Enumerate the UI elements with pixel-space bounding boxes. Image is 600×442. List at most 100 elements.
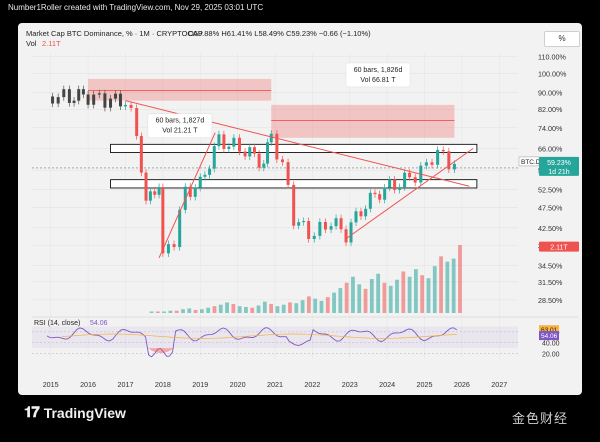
x-tick-label: 2023	[342, 380, 358, 389]
candle-body	[408, 172, 412, 178]
volume-bar	[413, 269, 418, 313]
x-tick-label: 2021	[267, 380, 283, 389]
annotation-text: 60 bars, 1,826d	[354, 67, 403, 74]
rsi-tag-label: 54.06	[541, 333, 558, 340]
percent-scale-button[interactable]: %	[544, 31, 580, 47]
rsi-level-label: 20.00	[542, 352, 560, 359]
candle-body	[148, 191, 152, 201]
volume-bar	[338, 288, 343, 313]
candle-body	[198, 176, 202, 188]
y-tick-label: 31.50%	[538, 278, 563, 287]
volume-title: Vol	[26, 39, 37, 48]
candle-body	[113, 93, 117, 99]
volume-bar	[162, 311, 167, 313]
chart-svg[interactable]: Market Cap BTC Dominance, % · 1M · CRYPT…	[18, 23, 582, 395]
candle-body	[135, 108, 139, 137]
candle-body	[269, 133, 273, 143]
volume-bar	[199, 309, 204, 313]
candle-body	[373, 192, 377, 195]
last-price-label: 59.23%	[547, 160, 571, 167]
x-tick-label: 2019	[192, 380, 208, 389]
brand-name: TradingView	[43, 404, 126, 421]
candle-body	[188, 186, 192, 197]
annotation-box	[345, 62, 411, 88]
volume-bar	[174, 310, 179, 313]
rsi-level-label: 40.00	[542, 341, 560, 348]
candle-body	[237, 137, 241, 152]
rsi-band	[32, 326, 518, 349]
volume-bar	[288, 302, 292, 313]
rsi-title: RSI (14, close)	[34, 320, 80, 327]
volume-bar	[332, 292, 336, 313]
rsi-value: 54.06	[90, 320, 108, 327]
candle-body	[67, 89, 71, 103]
rsi-ma-line	[61, 333, 457, 339]
candle-body	[144, 172, 148, 201]
candle-body	[364, 208, 368, 217]
volume-bar	[181, 309, 185, 313]
rsi-line	[46, 327, 457, 358]
rsi-tag	[539, 331, 559, 341]
candle-body	[86, 94, 90, 105]
candle-body	[424, 162, 428, 166]
candle-body	[77, 89, 81, 101]
x-tick-label: 2015	[43, 380, 59, 389]
volume-bar	[432, 266, 437, 313]
candle-body	[227, 146, 231, 149]
candle-body	[378, 194, 382, 200]
candle-body	[318, 221, 322, 236]
candle-body	[344, 229, 348, 243]
volume-bar	[388, 285, 393, 313]
volume-bar	[363, 288, 368, 313]
candle-body	[157, 187, 161, 195]
candle-body	[383, 187, 387, 200]
volume-bar	[262, 301, 267, 313]
y-tick-label: 66.00%	[538, 144, 563, 153]
x-tick-label: 2016	[80, 380, 96, 389]
volume-bar	[313, 298, 318, 313]
resistance-zone-2	[271, 104, 455, 138]
volume-bar	[407, 276, 412, 313]
tradingview-logo-icon: 𝟏𝟕	[24, 404, 40, 421]
y-tick-label: 74.00%	[538, 124, 563, 133]
candle-body	[243, 151, 247, 157]
candle-body	[109, 98, 113, 108]
candle-body	[103, 93, 107, 108]
y-tick-label: 52.50%	[538, 186, 563, 195]
candle-body	[307, 221, 311, 239]
symbol-label: BTC.D	[521, 159, 541, 166]
candle-body	[72, 100, 76, 103]
y-tick-label: 34.50%	[538, 261, 563, 270]
candle-body	[161, 187, 165, 254]
candle-body	[123, 104, 127, 107]
trendline-up-2	[345, 147, 474, 240]
rsi-ma-tag	[539, 325, 559, 335]
candle-body	[323, 221, 327, 230]
volume-bar	[218, 304, 223, 313]
volume-bar	[445, 261, 450, 313]
chart-title: Market Cap BTC Dominance, % · 1M · CRYPT…	[26, 29, 203, 38]
candle-body	[430, 162, 434, 165]
volume-bar	[269, 303, 274, 313]
volume-bar	[256, 305, 261, 313]
candle-body	[312, 235, 316, 239]
x-tick-label: 2022	[304, 380, 320, 389]
candle-body	[398, 187, 402, 190]
last-price-tag	[539, 156, 579, 176]
volume-bar	[306, 296, 311, 313]
candle-body	[92, 94, 96, 105]
candle-body	[297, 222, 301, 226]
volume-bar	[319, 300, 324, 313]
volume-bar	[376, 273, 381, 313]
tradingview-brand[interactable]: 𝟏𝟕 TradingView	[24, 404, 126, 421]
volume-bar	[426, 278, 431, 313]
candle-body	[203, 174, 207, 177]
candle-body	[212, 146, 216, 169]
y-tick-label: 82.00%	[538, 105, 563, 114]
volume-bar	[250, 307, 255, 313]
candle-body	[51, 96, 55, 104]
candle-body	[368, 192, 372, 209]
x-tick-label: 2020	[230, 380, 246, 389]
volume-bar	[206, 307, 211, 313]
candle-body	[208, 168, 212, 175]
